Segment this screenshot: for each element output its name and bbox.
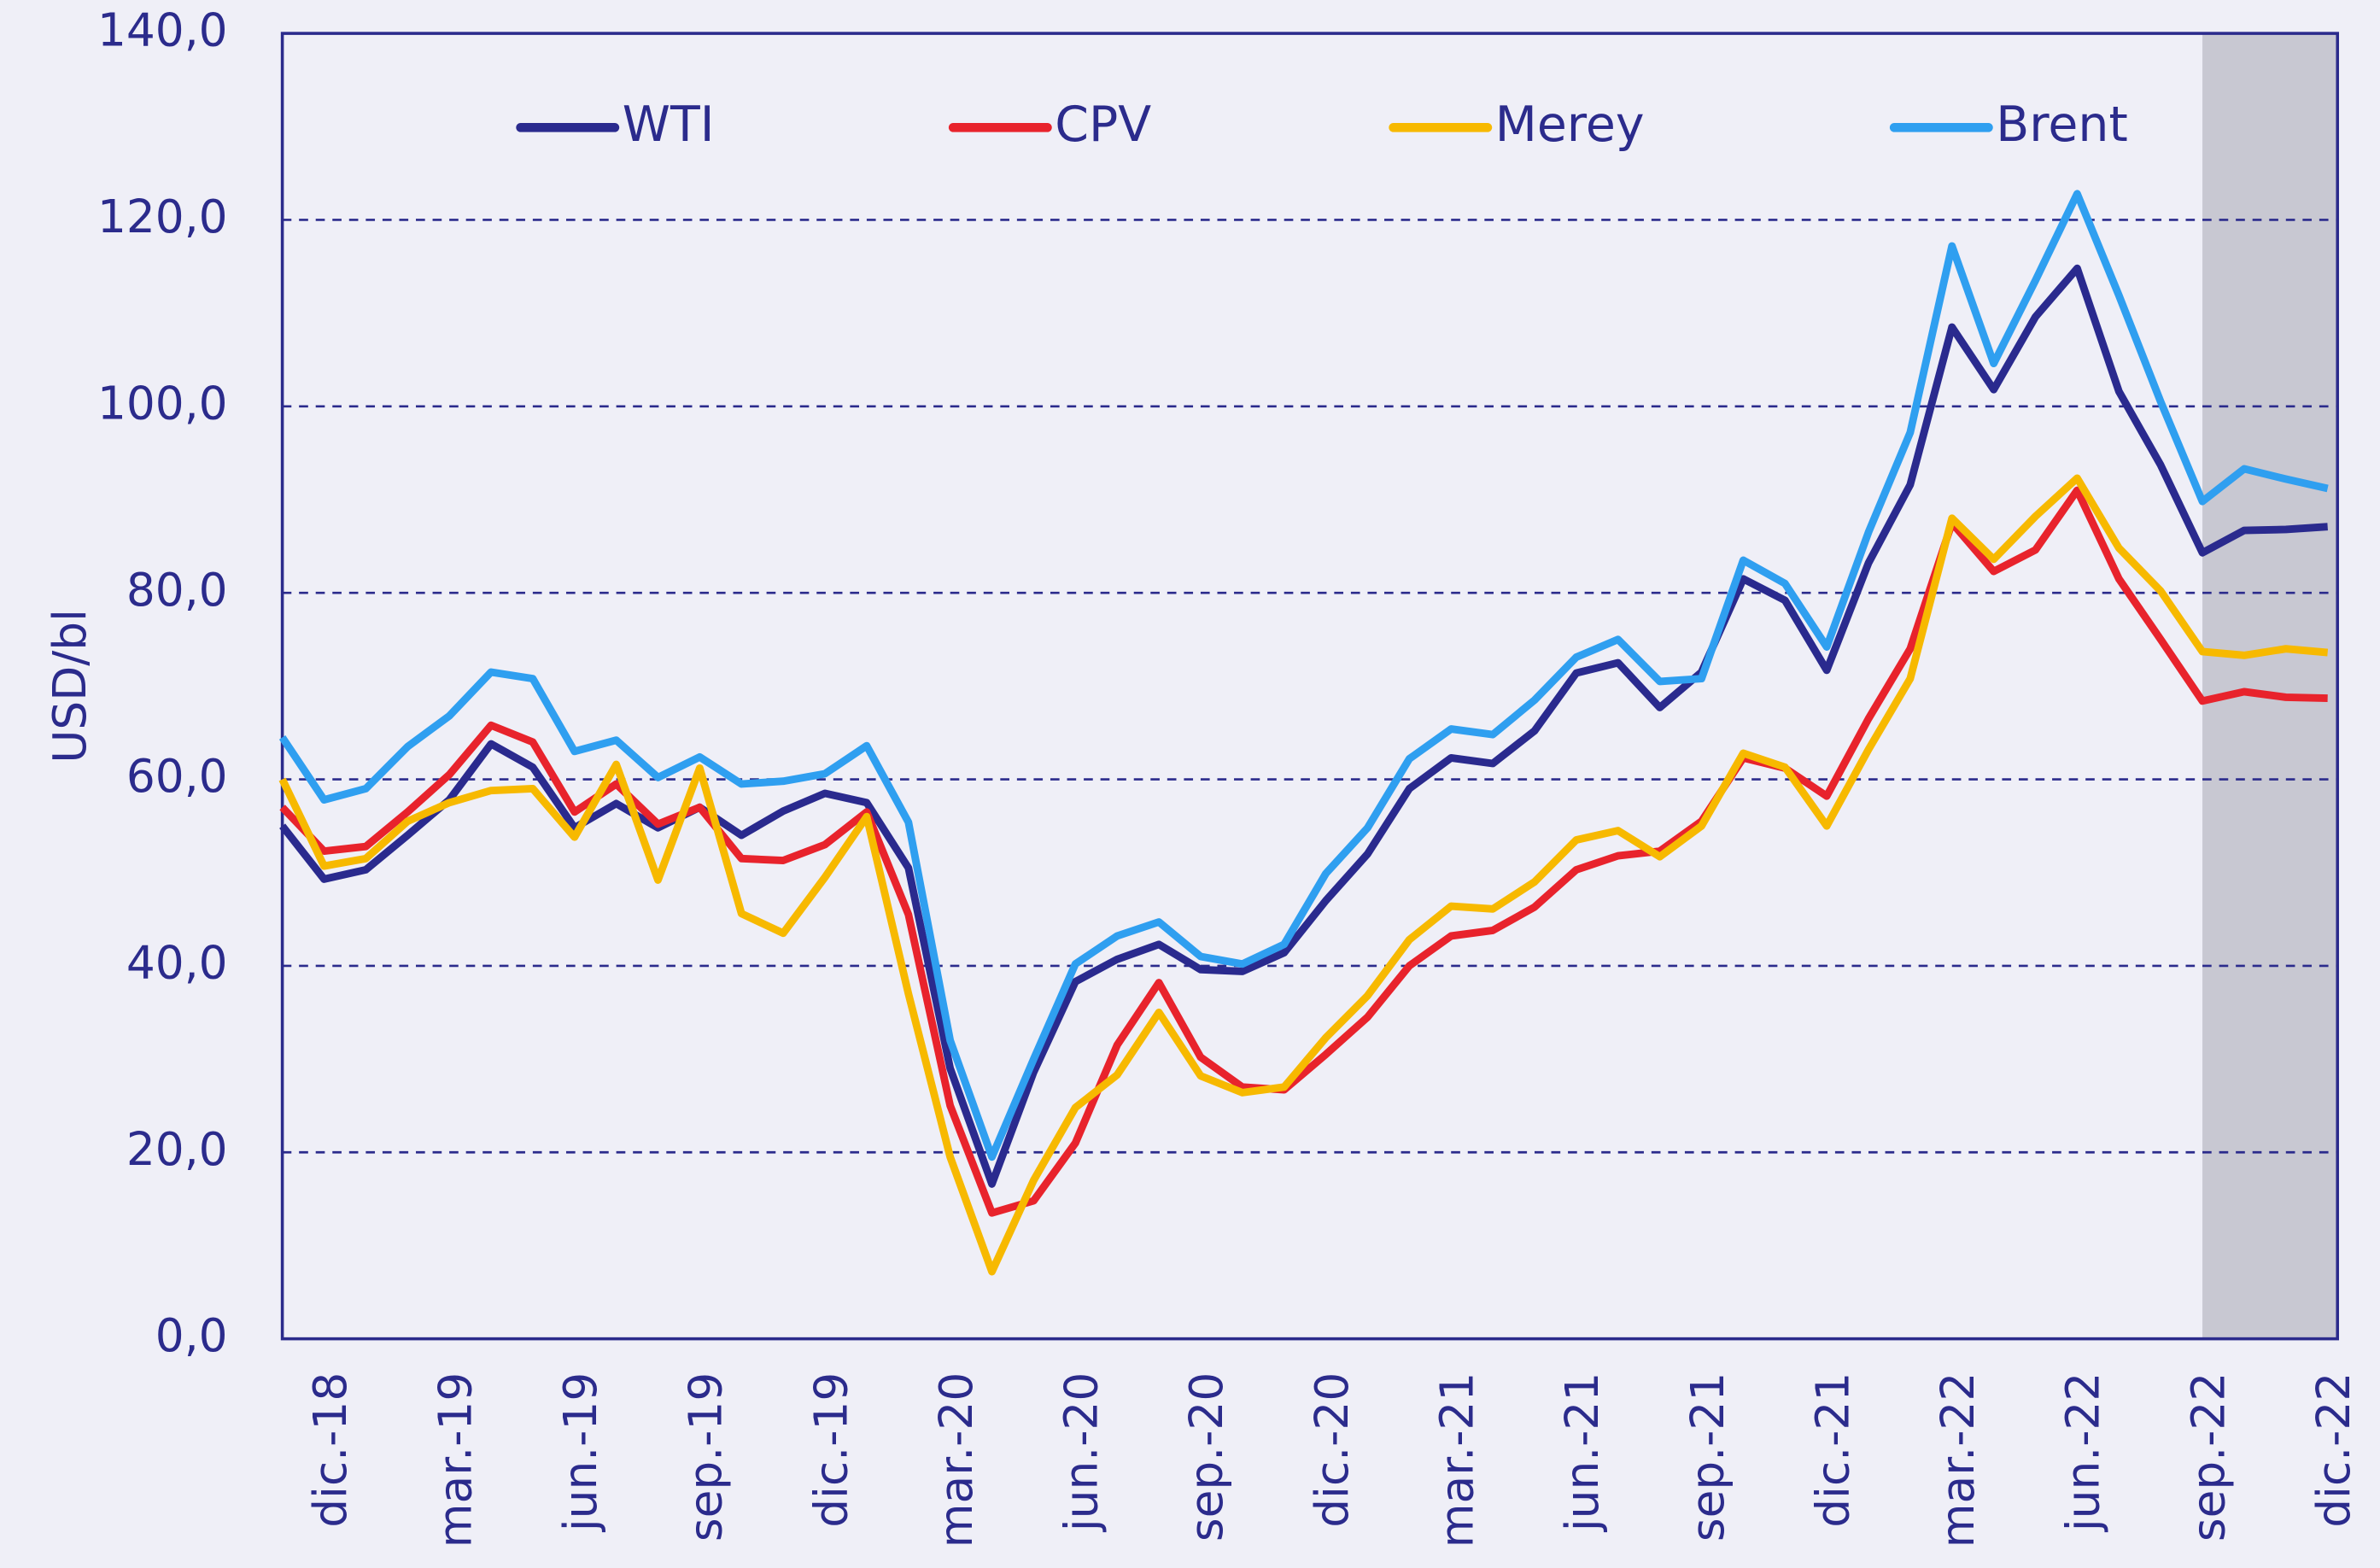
- legend-label: WTI: [623, 97, 715, 153]
- series-line: [278, 474, 2329, 1276]
- x-tick-label: dic.-21: [1806, 1372, 1859, 1528]
- y-tick-label: 120,0: [97, 190, 228, 243]
- x-tick-label: sep.-20: [1180, 1372, 1233, 1542]
- y-tick-label: 0,0: [155, 1309, 228, 1362]
- x-tick-label: mar.-19: [429, 1372, 482, 1548]
- x-tick-label: sep.-19: [680, 1372, 733, 1542]
- y-axis-label: USD/bl: [44, 609, 96, 764]
- x-tick-label: jun.-19: [554, 1372, 607, 1532]
- series-line: [279, 264, 2328, 1188]
- series-line: [279, 486, 2328, 1217]
- x-tick-label: mar.-22: [1932, 1372, 1985, 1548]
- y-tick-label: 20,0: [126, 1123, 228, 1176]
- forecast-shade: [2202, 33, 2338, 1339]
- series-line: [278, 190, 2329, 1161]
- x-tick-label: dic.-18: [304, 1372, 357, 1528]
- x-tick-label: sep.-22: [2182, 1372, 2235, 1542]
- legend-label: CPV: [1055, 97, 1151, 153]
- x-tick-label: sep.-21: [1681, 1372, 1734, 1542]
- x-tick-label: mar.-21: [1431, 1372, 1484, 1548]
- x-tick-label: jun.-22: [2057, 1372, 2110, 1532]
- x-tick-label: mar.-20: [930, 1372, 983, 1548]
- plot-frame: [280, 32, 2340, 1341]
- legend-label: Brent: [1996, 97, 2127, 153]
- y-tick-label: 40,0: [126, 937, 228, 990]
- x-tick-label: dic.-20: [1306, 1372, 1359, 1528]
- y-tick-label: 80,0: [126, 564, 228, 617]
- y-tick-label: 100,0: [97, 377, 228, 430]
- x-tick-label: dic.-19: [804, 1372, 857, 1528]
- x-tick-label: dic.-22: [2307, 1372, 2360, 1528]
- legend-label: Merey: [1495, 97, 1645, 153]
- y-tick-label: 140,0: [97, 4, 228, 57]
- x-tick-label: jun.-20: [1056, 1372, 1108, 1532]
- x-tick-label: jun.-21: [1556, 1372, 1609, 1532]
- y-tick-label: 60,0: [126, 750, 228, 803]
